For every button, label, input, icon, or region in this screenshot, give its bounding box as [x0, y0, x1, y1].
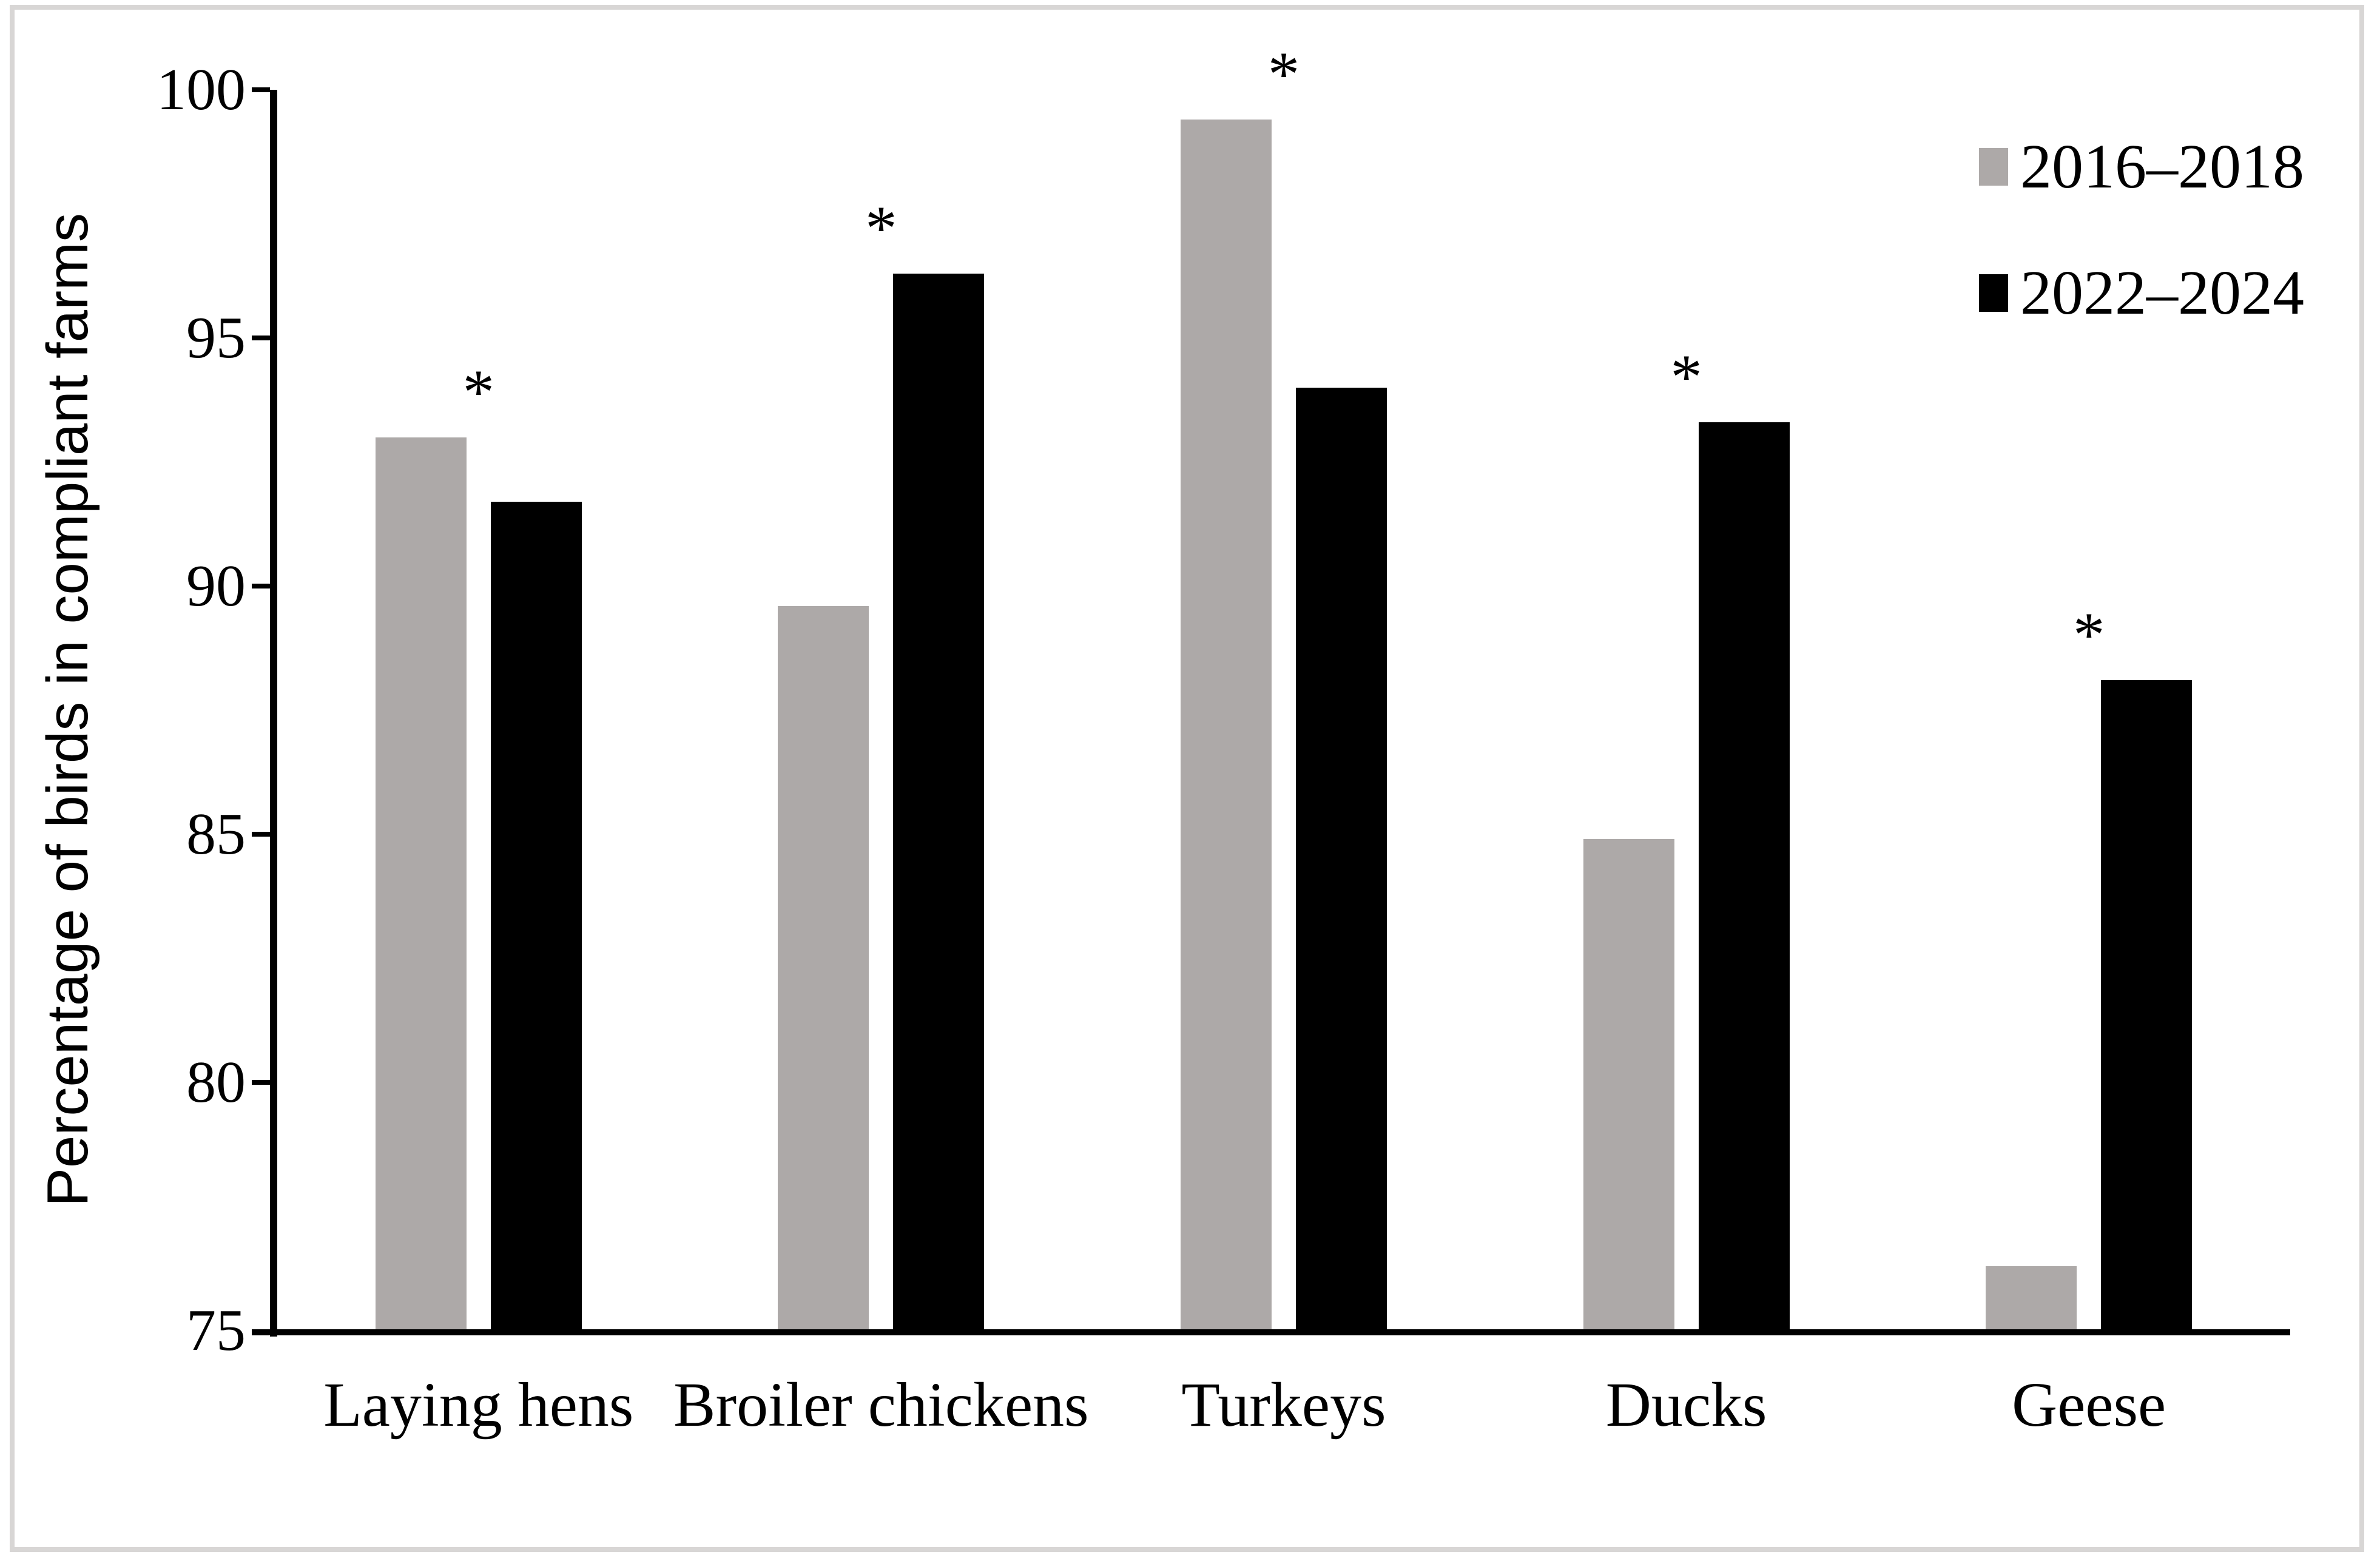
- bar-2022-2024-broiler-chickens: [893, 273, 985, 1330]
- significance-marker-geese: *: [2072, 599, 2105, 670]
- bar-2016-2018-broiler-chickens: [778, 605, 869, 1330]
- y-tick-label-75: 75: [186, 1298, 246, 1363]
- x-category-label-ducks: Ducks: [1605, 1370, 1767, 1440]
- bar-2022-2024-ducks: [1698, 422, 1790, 1330]
- y-axis-line: [270, 90, 277, 1337]
- x-axis-line: [252, 1329, 2290, 1335]
- legend-swatch-2022-2024: [1979, 274, 2008, 312]
- y-tick-80: [252, 1080, 270, 1085]
- bar-2022-2024-turkeys: [1296, 387, 1387, 1330]
- bar-2022-2024-geese: [2101, 680, 2193, 1330]
- legend-swatch-2016-2018: [1979, 148, 2008, 186]
- y-tick-label-90: 90: [186, 553, 246, 619]
- bar-2016-2018-ducks: [1583, 839, 1674, 1330]
- legend-item-2022-2024: 2022–2024: [1979, 257, 2304, 329]
- significance-marker-turkeys: *: [1267, 38, 1300, 110]
- y-tick-label-95: 95: [186, 305, 246, 371]
- legend-label-2016-2018: 2016–2018: [2020, 132, 2304, 201]
- x-category-label-turkeys: Turkeys: [1181, 1370, 1386, 1440]
- significance-marker-laying-hens: *: [462, 356, 495, 428]
- x-category-label-geese: Geese: [2012, 1370, 2166, 1440]
- x-category-label-broiler-chickens: Broiler chickens: [673, 1370, 1089, 1440]
- significance-marker-broiler-chickens: *: [865, 192, 897, 264]
- y-tick-100: [252, 87, 270, 92]
- legend-label-2022-2024: 2022–2024: [2020, 258, 2304, 328]
- significance-marker-ducks: *: [1670, 341, 1702, 413]
- bar-2016-2018-geese: [1986, 1266, 2077, 1330]
- y-tick-85: [252, 832, 270, 837]
- y-tick-label-85: 85: [186, 801, 246, 867]
- x-category-label-laying-hens: Laying hens: [323, 1370, 634, 1440]
- y-tick-95: [252, 336, 270, 340]
- legend-item-2016-2018: 2016–2018: [1979, 130, 2304, 203]
- bar-2022-2024-laying-hens: [490, 501, 582, 1330]
- y-tick-label-100: 100: [157, 57, 246, 123]
- bar-2016-2018-laying-hens: [375, 437, 467, 1330]
- bar-2016-2018-turkeys: [1181, 120, 1272, 1330]
- y-tick-label-80: 80: [186, 1050, 246, 1115]
- y-tick-90: [252, 584, 270, 588]
